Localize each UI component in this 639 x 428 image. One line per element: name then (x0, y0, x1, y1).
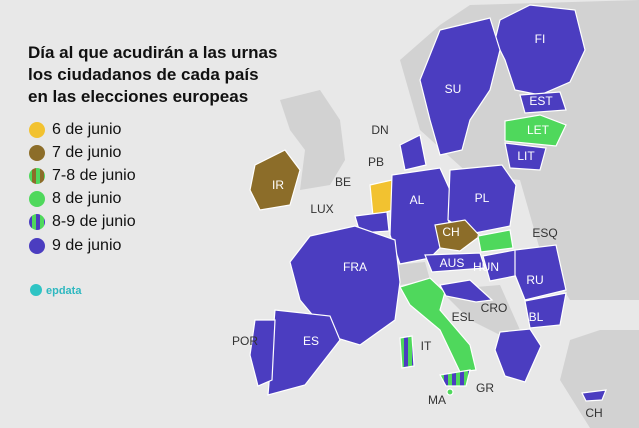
map-labels: FI SU EST LET LIT DN PB BE LUX IR AL PL … (232, 32, 603, 420)
country-label: RU (526, 273, 543, 287)
logo: epdata (30, 284, 82, 297)
legend-swatch (29, 122, 45, 138)
country-label: AL (410, 193, 425, 207)
country-label: CH (585, 406, 602, 420)
legend-label: 6 de junio (52, 121, 121, 138)
country-label: IT (421, 339, 432, 353)
country-label: FRA (343, 260, 367, 274)
legend-label: 7-8 de junio (52, 167, 136, 184)
legend-swatch (29, 168, 45, 184)
legend-label: 9 de junio (52, 237, 121, 254)
country-label: IR (272, 178, 284, 192)
country-label: PL (475, 191, 490, 205)
country-label: BL (529, 310, 544, 324)
legend-label: 8-9 de junio (52, 213, 136, 230)
title-line: Día al que acudirán a las urnas (28, 43, 277, 62)
country-label: EST (529, 94, 553, 108)
country-label: GR (476, 381, 494, 395)
country-label: LIT (517, 149, 535, 163)
title-line: los ciudadanos de cada país (28, 65, 259, 84)
logo-icon (30, 284, 42, 296)
title: Día al que acudirán a las urnas los ciud… (28, 43, 277, 106)
country-label: DN (371, 123, 388, 137)
country-label: CH (442, 225, 459, 239)
legend-label: 7 de junio (52, 144, 121, 161)
country-label: ESQ (532, 226, 557, 240)
country-label: BE (335, 175, 351, 189)
country-label: FI (535, 32, 546, 46)
country-label: POR (232, 334, 258, 348)
title-line: en las elecciones europeas (28, 87, 248, 106)
countries (249, 4, 607, 402)
country-label: ESL (452, 310, 475, 324)
country-label: MA (428, 393, 446, 407)
legend: 6 de junio 7 de junio 7-8 de junio 8 de … (29, 121, 136, 254)
country-label: PB (368, 155, 384, 169)
country-label: ES (303, 334, 319, 348)
legend-swatch (29, 191, 45, 207)
logo-text: epdata (46, 285, 82, 297)
country-label: SU (445, 82, 462, 96)
legend-swatch (29, 214, 45, 230)
legend-label: 8 de junio (52, 190, 121, 207)
country-label: HUN (473, 260, 499, 274)
country-label: AUS (440, 256, 465, 270)
legend-swatch (29, 238, 45, 254)
country-label: CRO (481, 301, 508, 315)
country-label: LUX (310, 202, 333, 216)
country-label: LET (527, 123, 550, 137)
legend-swatch (29, 145, 45, 161)
